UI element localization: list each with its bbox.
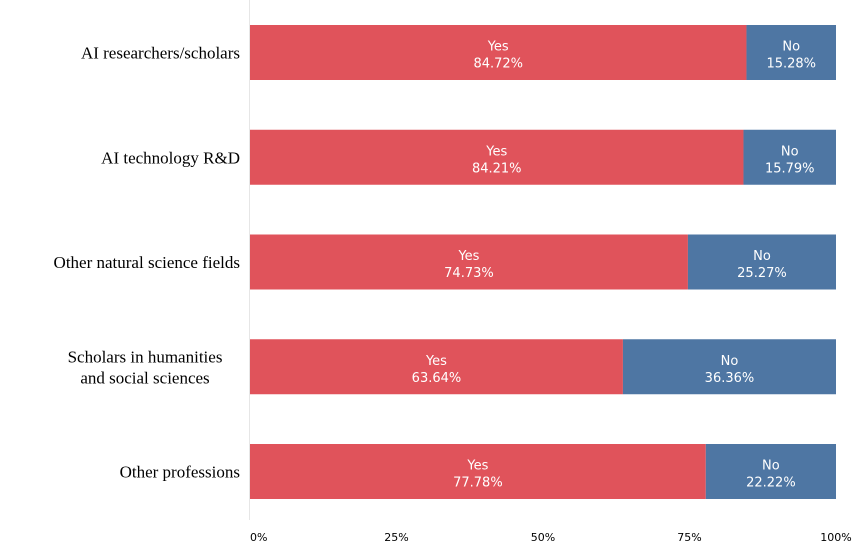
segment-value-label-yes-4: 77.78%: [453, 476, 503, 491]
segment-series-label-no-4: No: [762, 459, 780, 474]
category-label-4: Other professions: [120, 463, 240, 482]
segment-series-label-yes-3: Yes: [425, 354, 447, 369]
segment-series-label-no-3: No: [721, 354, 739, 369]
bar-segment-yes-4: [250, 444, 706, 499]
bar-segment-no-1: [743, 129, 836, 185]
bar-segment-yes-0: [250, 25, 747, 80]
category-label-3-line-0: Scholars in humanities: [68, 347, 223, 366]
segment-series-label-no-0: No: [782, 40, 800, 55]
segment-value-label-yes-1: 84.21%: [472, 161, 522, 176]
segment-value-label-no-1: 15.79%: [765, 161, 815, 176]
x-axis-ticks-group: 0% 25% 50% 75% 100%: [250, 531, 852, 544]
segment-series-label-yes-0: Yes: [487, 40, 509, 55]
x-tick-label-4: 100%: [820, 531, 851, 544]
segment-value-label-no-0: 15.28%: [766, 57, 816, 72]
segment-value-label-yes-2: 74.73%: [444, 266, 494, 281]
bars-group: Yes 84.72% No 15.28% Yes 84.21% No 15.79% Yes 74.…: [250, 25, 836, 499]
x-tick-label-1: 25%: [384, 531, 408, 544]
bar-segment-no-3: [622, 339, 836, 395]
category-labels-group: AI researchers/scholars AI technology R&D…: [54, 44, 240, 482]
segment-value-label-yes-3: 63.64%: [412, 371, 462, 386]
category-label-2: Other natural science fields: [54, 253, 240, 272]
category-label-1: AI technology R&D: [101, 148, 240, 167]
bar-segment-yes-2: [250, 234, 688, 290]
segment-value-label-yes-0: 84.72%: [473, 57, 523, 72]
bar-segment-no-2: [687, 234, 836, 290]
segment-series-label-yes-2: Yes: [457, 249, 479, 264]
bar-segment-no-0: [746, 25, 836, 80]
bar-segment-yes-3: [250, 339, 623, 395]
segment-series-label-yes-1: Yes: [485, 144, 507, 159]
bar-segment-yes-1: [250, 129, 744, 185]
segment-value-label-no-4: 22.22%: [746, 476, 796, 491]
x-tick-label-2: 50%: [531, 531, 555, 544]
segment-series-label-no-2: No: [753, 249, 771, 264]
segment-series-label-yes-4: Yes: [466, 459, 488, 474]
category-label-0: AI researchers/scholars: [81, 44, 240, 63]
bar-segment-no-4: [705, 444, 836, 499]
category-label-3-line-1: and social sciences: [80, 368, 209, 387]
x-tick-label-3: 75%: [677, 531, 701, 544]
segment-value-label-no-2: 25.27%: [737, 266, 787, 281]
segment-series-label-no-1: No: [781, 144, 799, 159]
x-tick-label-0: 0%: [250, 531, 267, 544]
segment-value-label-no-3: 36.36%: [705, 371, 755, 386]
